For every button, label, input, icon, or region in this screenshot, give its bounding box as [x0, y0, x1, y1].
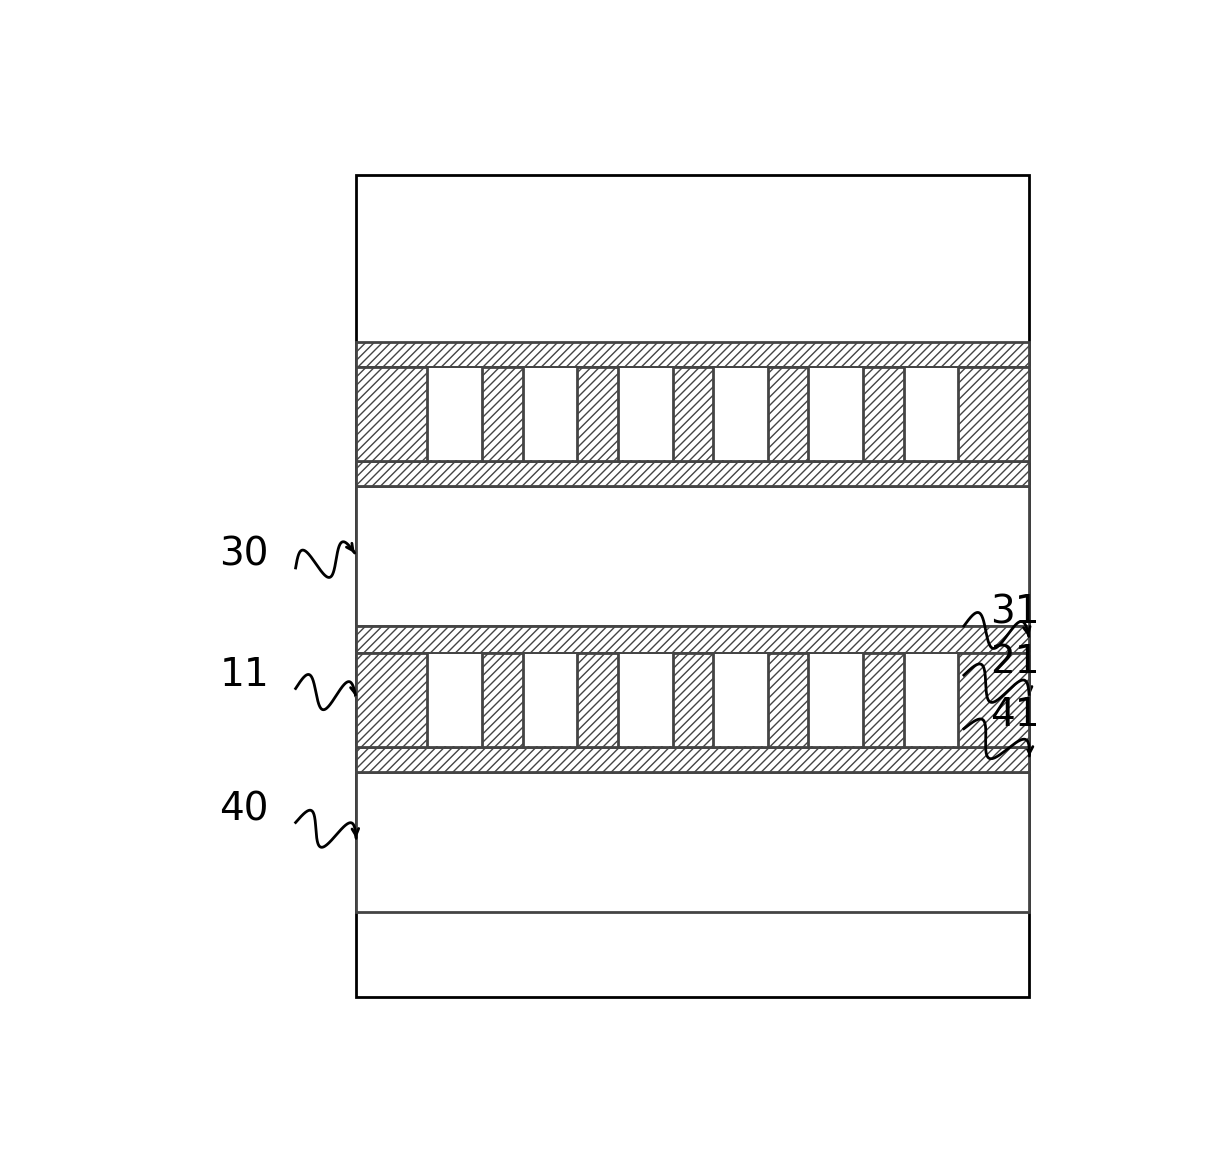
Bar — [357, 461, 1030, 486]
Bar — [808, 368, 863, 459]
Bar — [808, 654, 863, 746]
Bar — [357, 653, 1030, 747]
Bar — [357, 771, 1030, 912]
Bar — [357, 367, 1030, 461]
Bar — [357, 626, 1030, 653]
Bar — [522, 368, 578, 459]
Text: 31: 31 — [990, 594, 1040, 631]
Bar — [617, 654, 673, 746]
Text: 30: 30 — [219, 536, 269, 573]
Text: 41: 41 — [990, 696, 1040, 734]
Bar — [357, 486, 1030, 626]
Bar — [522, 654, 578, 746]
Bar — [427, 654, 482, 746]
Bar — [357, 342, 1030, 367]
Bar — [357, 175, 1030, 996]
Bar — [903, 654, 959, 746]
Text: 11: 11 — [219, 657, 269, 694]
Bar — [427, 368, 482, 459]
Bar — [713, 654, 768, 746]
Text: 40: 40 — [219, 790, 269, 828]
Bar — [357, 747, 1030, 771]
Bar — [617, 368, 673, 459]
Bar — [903, 368, 959, 459]
Bar — [713, 368, 768, 459]
Text: 21: 21 — [990, 643, 1040, 681]
